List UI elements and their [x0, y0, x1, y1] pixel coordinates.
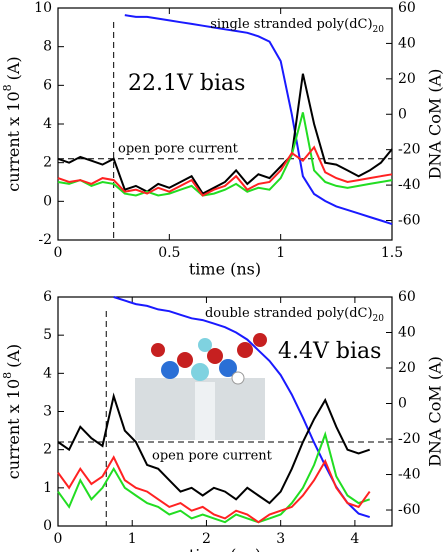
- y-tick-label: -2: [38, 232, 52, 248]
- y-tick-label: 0: [43, 193, 52, 209]
- y-tick-label: 3: [43, 404, 52, 420]
- y-tick-label: 4: [43, 116, 52, 132]
- y2-tick-label: 60: [398, 289, 416, 305]
- annotation-text: single stranded poly(dC): [210, 17, 372, 32]
- inset-molecule: [135, 333, 267, 440]
- series-line: [113, 296, 371, 519]
- y2-tick-label: -20: [398, 431, 421, 447]
- series-line: [124, 14, 393, 226]
- y-tick-label: 6: [43, 289, 52, 305]
- annotation: single stranded poly(dC)20: [210, 17, 384, 35]
- annotation-subscript: 20: [373, 25, 385, 35]
- x-tick-label: 1: [128, 531, 137, 547]
- series-line: [57, 431, 371, 524]
- bias-label: 22.1V bias: [128, 71, 245, 96]
- y-axis-label-superscript: 8: [1, 372, 14, 379]
- y2-tick-label: 60: [398, 0, 416, 16]
- plot-frame: [57, 7, 393, 241]
- y-axis-label-unit: (A): [4, 344, 23, 368]
- atom: [161, 361, 179, 379]
- y-axis-label-unit: (A): [4, 56, 23, 80]
- y2-tick-label: -60: [398, 502, 421, 518]
- x-tick-label: 0: [54, 531, 63, 547]
- y-tick-label: 10: [34, 0, 52, 16]
- y2-tick-label: -40: [398, 177, 421, 193]
- pore-channel: [195, 382, 215, 440]
- annotation: double stranded poly(dC)20: [205, 306, 384, 324]
- atom: [177, 352, 193, 368]
- y-tick-label: 8: [43, 39, 52, 55]
- atom: [219, 359, 237, 377]
- y2-tick-label: 0: [398, 396, 407, 412]
- y-axis-label-text: current x 10: [4, 91, 23, 191]
- atom: [231, 371, 245, 385]
- y-tick-label: 6: [43, 77, 52, 93]
- x-tick-label: 1.5: [381, 245, 403, 261]
- y-tick-label: 2: [43, 155, 52, 171]
- y2-tick-label: 40: [398, 35, 416, 51]
- x-tick-label: 0: [54, 245, 63, 261]
- y2-tick-label: 20: [398, 71, 416, 87]
- series-line: [57, 73, 393, 195]
- y-tick-label: 0: [43, 518, 52, 534]
- y2-tick-label: 40: [398, 325, 416, 341]
- y-axis-label: current x 108 (A): [1, 56, 23, 191]
- y2-tick-label: -20: [398, 142, 421, 158]
- y2-tick-label: -60: [398, 213, 421, 229]
- y-axis-label-text: current x 10: [4, 379, 23, 479]
- y-tick-label: 5: [43, 327, 52, 343]
- series-line: [57, 145, 393, 197]
- y2-tick-label: 20: [398, 360, 416, 376]
- x-tick-label: 4: [350, 531, 359, 547]
- bias-label: 4.4V bias: [278, 339, 381, 364]
- series-group: [57, 296, 371, 524]
- atom: [237, 342, 253, 358]
- x-tick-label: 2: [202, 531, 211, 547]
- atom: [207, 348, 223, 364]
- y2-axis-label: DNA CoM (A): [426, 356, 445, 467]
- series-line: [57, 455, 371, 524]
- x-tick-label: 1: [276, 245, 285, 261]
- y2-tick-label: 0: [398, 106, 407, 122]
- y2-axis-label: DNA CoM (A): [426, 69, 445, 180]
- series-line: [57, 392, 371, 505]
- y-tick-label: 4: [43, 365, 52, 381]
- atom: [151, 343, 165, 357]
- y-axis-label-superscript: 8: [1, 84, 14, 91]
- y2-tick-label: -40: [398, 467, 421, 483]
- annotation-subscript: 20: [373, 314, 385, 324]
- series-group: [57, 14, 393, 226]
- y-axis-label: current x 108 (A): [1, 344, 23, 479]
- atom: [191, 363, 209, 381]
- x-axis-label: time (ns): [189, 260, 261, 279]
- x-tick-label: 3: [276, 531, 285, 547]
- atom: [253, 333, 267, 347]
- y-tick-label: 1: [43, 480, 52, 496]
- y-tick-label: 2: [43, 442, 52, 458]
- x-tick-label: 0.5: [158, 245, 180, 261]
- series-line: [57, 112, 393, 197]
- x-axis-label: time (ns): [189, 546, 261, 552]
- open-pore-label: open pore current: [152, 449, 273, 464]
- annotation-text: double stranded poly(dC): [205, 306, 373, 321]
- open-pore-label: open pore current: [118, 141, 239, 156]
- atom: [198, 338, 212, 352]
